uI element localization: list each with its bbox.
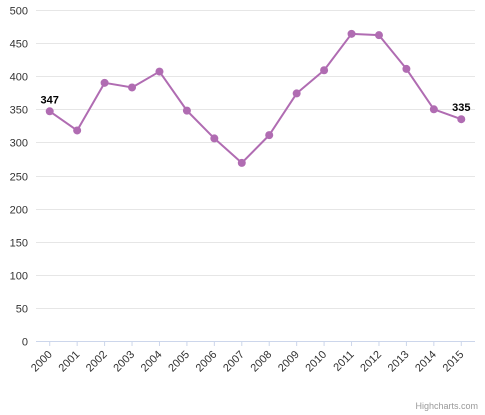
data-point-2006[interactable] [210,134,219,143]
y-tick-label: 350 [10,105,28,117]
y-tick-label: 400 [10,72,28,84]
data-label-2015: 335 [452,102,470,114]
y-tick-label: 200 [10,205,28,217]
data-point-2014[interactable] [429,105,438,114]
data-point-2003[interactable] [128,83,137,92]
y-tick-label: 300 [10,138,28,150]
data-point-2012[interactable] [374,31,383,40]
credits-link[interactable]: Highcharts.com [415,401,478,411]
data-point-2015[interactable] [457,115,466,124]
data-point-2013[interactable] [402,64,411,73]
data-point-2007[interactable] [237,158,246,167]
y-tick-label: 50 [16,304,28,316]
series-line [48,32,463,164]
data-labels: 347 335 [41,94,471,114]
data-point-2011[interactable] [347,29,356,38]
grid-lines [36,10,475,342]
data-point-2002[interactable] [100,78,109,87]
data-point-2001[interactable] [73,126,82,135]
data-label-2000: 347 [41,94,59,106]
data-point-2005[interactable] [182,106,191,115]
data-point-2008[interactable] [265,131,274,140]
series-points [45,29,466,167]
series-line-group [48,32,463,164]
data-point-2000[interactable] [45,107,54,116]
y-tick-label: 250 [10,172,28,184]
data-point-2010[interactable] [320,66,329,75]
data-point-2009[interactable] [292,89,301,98]
y-tick-label: 500 [10,6,28,18]
y-tick-label: 100 [10,271,28,283]
data-point-2004[interactable] [155,67,164,76]
y-tick-label: 450 [10,39,28,51]
y-axis-ticks: 0 50 100 150 200 250 300 350 400 450 500 [10,6,28,349]
y-tick-label: 0 [22,337,28,349]
y-tick-label: 150 [10,238,28,250]
